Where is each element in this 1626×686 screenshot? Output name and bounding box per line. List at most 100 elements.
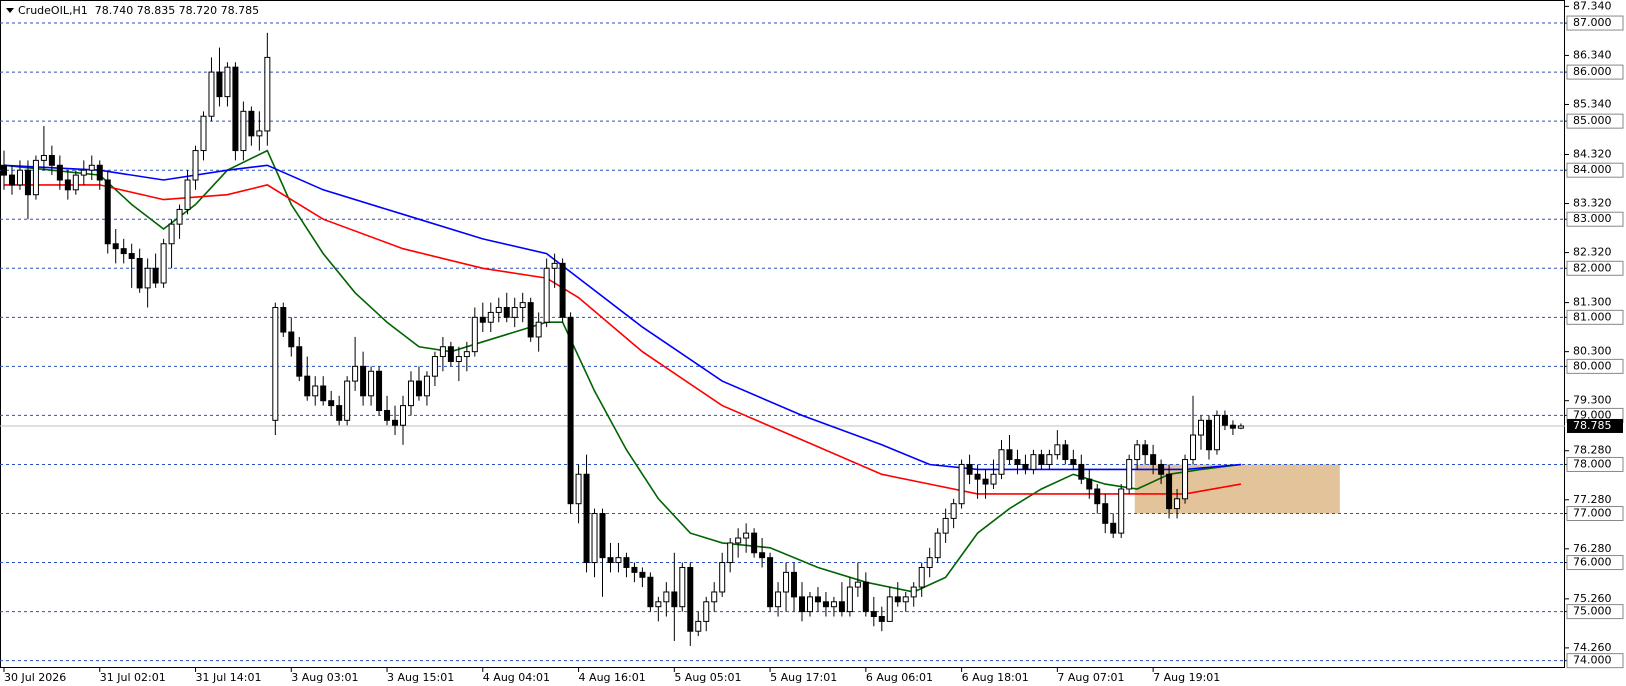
x-tick-label: 30 Jul 2026	[4, 671, 66, 684]
candle-body	[1166, 473, 1173, 510]
candle-body	[894, 596, 901, 603]
chart-title: CrudeOIL,H1 78.740 78.835 78.720 78.785	[18, 4, 259, 17]
candle-body	[543, 267, 550, 323]
candle-body	[767, 557, 774, 608]
x-tick-label: 5 Aug 05:01	[674, 671, 741, 684]
y-tick-label: 75.260	[1573, 592, 1612, 605]
y-tick-box	[1566, 309, 1624, 325]
candle-body	[918, 566, 925, 588]
candle-body	[280, 307, 287, 333]
candle-body	[926, 557, 933, 568]
candle-body	[902, 596, 909, 603]
candle-body	[407, 380, 414, 407]
candle-body	[16, 169, 23, 186]
x-tick-label: 31 Jul 14:01	[196, 671, 262, 684]
y-tick-label: 84.320	[1573, 147, 1612, 160]
candle-body	[368, 370, 375, 397]
candle-body	[144, 267, 151, 289]
candle-body	[862, 581, 869, 613]
candle-body	[160, 243, 167, 284]
y-tick-label: 84.000	[1573, 163, 1612, 176]
candle-body	[1038, 454, 1045, 465]
candle-body	[942, 517, 949, 534]
y-tick-label: 74.260	[1573, 641, 1612, 654]
menu-arrow	[6, 8, 14, 13]
candle-body	[200, 115, 207, 152]
candle-body	[1006, 449, 1013, 461]
candle-body	[822, 601, 829, 608]
candle-body	[623, 557, 630, 568]
candle-body	[934, 532, 941, 559]
y-tick-box	[1566, 113, 1624, 129]
candle-body	[312, 385, 319, 397]
candle-body	[1182, 459, 1189, 500]
y-tick-box	[1566, 211, 1624, 227]
candle-body	[1070, 459, 1077, 465]
candle-body	[479, 316, 486, 323]
candle-body	[990, 473, 997, 485]
candle-body	[607, 557, 614, 564]
x-tick-label: 6 Aug 18:01	[962, 671, 1029, 684]
candle-body	[288, 331, 295, 348]
candle-body	[814, 596, 821, 603]
candle-body	[1174, 498, 1181, 510]
candle-body	[376, 370, 383, 412]
candle-body	[1094, 488, 1101, 505]
candle-body	[735, 537, 742, 544]
candle-body	[384, 410, 391, 421]
candle-body	[830, 601, 837, 608]
price-zone	[1134, 464, 1340, 514]
candle-body	[679, 566, 686, 608]
y-tick-box	[1566, 260, 1624, 276]
candle-body	[232, 66, 239, 152]
candle-body	[40, 154, 47, 161]
candle-body	[415, 380, 422, 397]
candle-body	[575, 473, 582, 505]
y-tick-label: 74.000	[1573, 654, 1612, 667]
candle-body	[791, 571, 798, 598]
x-tick-label: 4 Aug 04:01	[483, 671, 550, 684]
candle-body	[439, 346, 446, 358]
candle-body	[1062, 444, 1069, 461]
candle-body	[1190, 434, 1197, 461]
y-tick-box	[1566, 555, 1624, 571]
y-tick-label: 76.280	[1573, 542, 1612, 555]
candle-body	[551, 262, 558, 269]
candle-body	[535, 321, 542, 338]
candle-body	[751, 532, 758, 554]
candle-body	[1086, 478, 1093, 490]
candle-body	[559, 262, 566, 318]
candle-body	[320, 385, 327, 402]
candle-body	[775, 591, 782, 608]
candle-body	[136, 257, 143, 289]
candle-body	[1102, 503, 1109, 524]
candle-body	[1078, 463, 1085, 480]
candle-body	[1054, 444, 1061, 456]
candle-body	[152, 267, 159, 284]
candle-body	[806, 596, 813, 613]
candle-body	[447, 346, 454, 362]
candle-body	[240, 110, 247, 152]
y-tick-box	[1566, 162, 1624, 178]
candle-body	[296, 346, 303, 377]
y-tick-label: 79.300	[1573, 394, 1612, 407]
x-tick-label: 3 Aug 15:01	[387, 671, 454, 684]
candle-body	[208, 71, 215, 117]
candle-body	[176, 208, 183, 225]
candle-body	[104, 179, 111, 245]
x-tick-label: 6 Aug 06:01	[866, 671, 933, 684]
candle-body	[1110, 522, 1117, 534]
y-tick-label: 83.320	[1573, 197, 1612, 210]
candle-body	[974, 473, 981, 480]
moving-average	[4, 184, 1242, 495]
candle-body	[224, 66, 231, 98]
candle-body	[487, 311, 494, 323]
candle-body	[910, 586, 917, 598]
candle-body	[463, 351, 470, 358]
x-tick-label: 5 Aug 17:01	[770, 671, 837, 684]
y-tick-label: 77.280	[1573, 493, 1612, 506]
x-tick-label: 3 Aug 03:01	[291, 671, 358, 684]
y-tick-label: 85.000	[1573, 114, 1612, 127]
last-price-box	[1567, 418, 1623, 433]
